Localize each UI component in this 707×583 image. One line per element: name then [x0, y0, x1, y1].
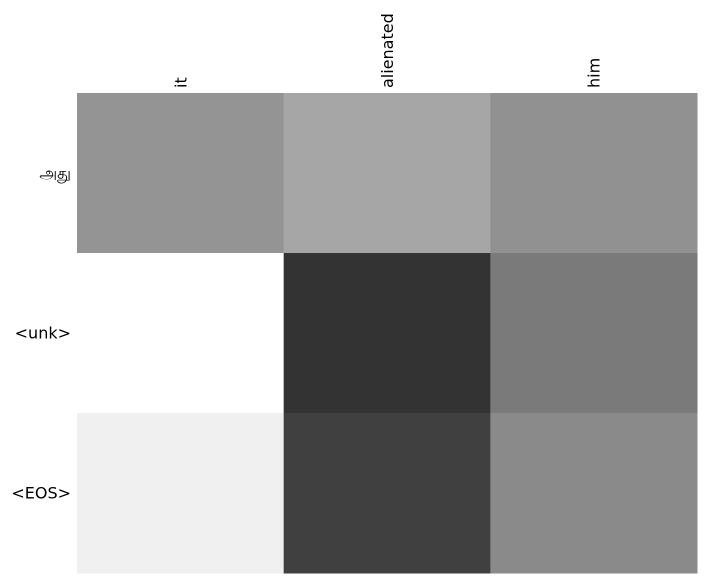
heatmap-cell-r0-c2	[490, 93, 698, 254]
y-tick-labels: அது <unk> <EOS>	[11, 164, 71, 503]
heatmap-cell-r1-c0	[77, 253, 285, 414]
heatmap-cell-r1-c2	[490, 253, 698, 414]
heatmap-cell-r0-c1	[283, 93, 491, 254]
x-tick-label: it	[171, 77, 190, 88]
heatmap-cell-r2-c1	[283, 413, 491, 574]
heatmap-cell-r1-c1	[283, 253, 491, 414]
heatmap-cell-r2-c2	[490, 413, 698, 574]
heatmap-cell-r2-c0	[77, 413, 285, 574]
x-tick-label: alienated	[378, 13, 397, 88]
heatmap-cells	[77, 93, 698, 574]
x-tick-label: him	[585, 58, 604, 88]
y-tick-label: அது	[39, 164, 71, 184]
y-tick-label: <unk>	[15, 324, 71, 343]
x-tick-labels: it alienated him	[171, 13, 603, 88]
heatmap-cell-r0-c0	[77, 93, 285, 254]
y-tick-label: <EOS>	[11, 484, 71, 503]
